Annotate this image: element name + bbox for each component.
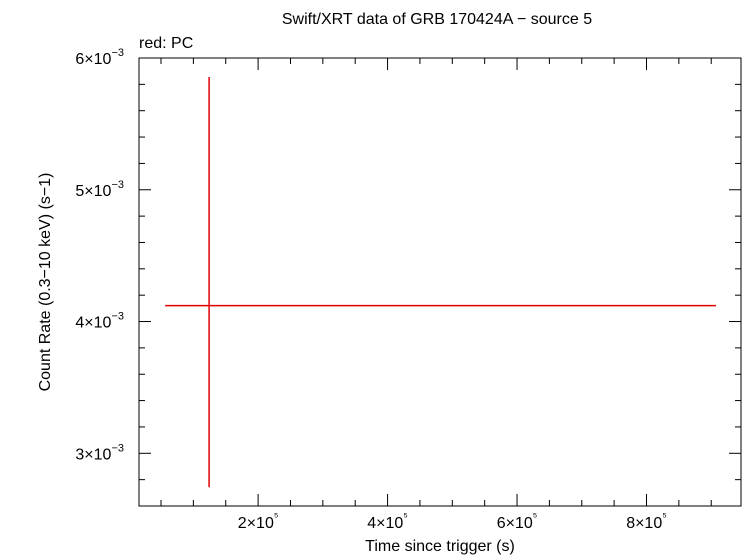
x-axis-label: Time since trigger (s) xyxy=(365,538,515,555)
y-tick-label: 4×10−3 xyxy=(75,310,124,331)
y-tick-label: 6×10−3 xyxy=(75,47,124,68)
y-axis-label: Count Rate (0.3−10 keV) (s−1) xyxy=(37,173,54,392)
x-tick-label: 8×10⁵ xyxy=(626,511,667,532)
x-tick-label: 4×10⁵ xyxy=(367,511,408,532)
chart-title: Swift/XRT data of GRB 170424A − source 5 xyxy=(282,11,592,28)
legend-text: red: PC xyxy=(139,35,193,52)
y-tick-label: 5×10−3 xyxy=(75,179,124,200)
y-tick-label: 3×10−3 xyxy=(75,442,124,463)
x-tick-label: 6×10⁵ xyxy=(497,511,538,532)
plot-frame xyxy=(138,57,742,507)
x-tick-label: 2×10⁵ xyxy=(238,511,279,532)
